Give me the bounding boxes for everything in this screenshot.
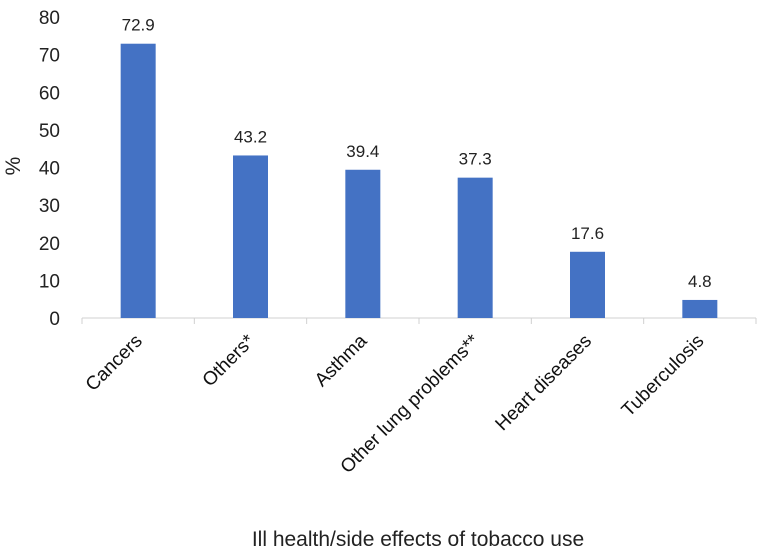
y-tick-label: 60 xyxy=(39,83,60,104)
data-label: 43.2 xyxy=(234,127,267,146)
y-tick-label: 70 xyxy=(39,46,60,67)
x-axis-title: Ill health/side effects of tobacco use xyxy=(252,528,584,551)
bar xyxy=(345,169,381,318)
data-label: 37.3 xyxy=(459,150,492,169)
y-tick-label: 40 xyxy=(39,159,60,180)
y-axis-title: % xyxy=(2,157,25,176)
bar xyxy=(233,155,268,318)
data-label: 4.8 xyxy=(688,272,712,291)
category-label: Asthma xyxy=(311,330,372,391)
bars-group xyxy=(120,43,718,319)
bar xyxy=(120,43,156,319)
data-label: 39.4 xyxy=(346,142,379,161)
y-tick-label: 10 xyxy=(39,271,60,292)
y-tick-label: 20 xyxy=(39,234,60,255)
bar xyxy=(682,299,718,318)
y-tick-label: 0 xyxy=(49,309,60,330)
category-label: Tuberculosis xyxy=(618,331,709,422)
category-label: Cancers xyxy=(82,331,147,396)
x-axis xyxy=(81,317,757,324)
y-tick-label: 50 xyxy=(39,121,60,142)
data-labels-group: 72.9 43.2 39.4 37.3 17.6 4.8 xyxy=(122,16,712,291)
category-label: Others* xyxy=(199,330,260,391)
bar xyxy=(457,177,493,318)
y-axis: 0 10 20 30 40 50 60 70 80 xyxy=(39,8,60,330)
data-label: 72.9 xyxy=(122,16,155,35)
bar xyxy=(570,251,605,318)
category-label: Heart diseases xyxy=(492,331,596,435)
y-tick-label: 30 xyxy=(39,196,60,217)
data-label: 17.6 xyxy=(571,224,604,243)
y-tick-label: 80 xyxy=(39,8,60,29)
